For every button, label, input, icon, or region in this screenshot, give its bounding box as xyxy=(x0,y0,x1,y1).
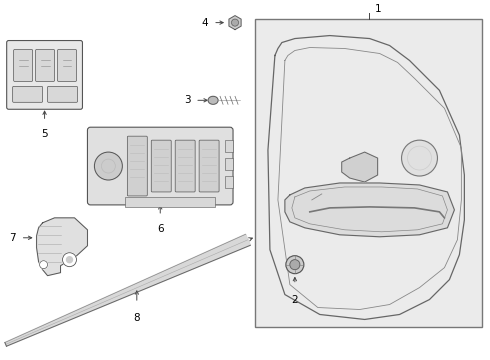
Ellipse shape xyxy=(208,96,218,104)
FancyBboxPatch shape xyxy=(7,41,82,109)
Polygon shape xyxy=(285,183,454,237)
Circle shape xyxy=(63,253,76,267)
FancyBboxPatch shape xyxy=(127,136,147,196)
Polygon shape xyxy=(229,15,241,30)
Text: 3: 3 xyxy=(184,95,191,105)
Circle shape xyxy=(286,256,304,274)
Polygon shape xyxy=(37,218,87,276)
Circle shape xyxy=(401,140,438,176)
FancyBboxPatch shape xyxy=(175,140,195,192)
FancyBboxPatch shape xyxy=(14,50,33,81)
Text: 2: 2 xyxy=(292,294,298,305)
Text: 4: 4 xyxy=(202,18,208,28)
Text: 5: 5 xyxy=(41,129,48,139)
Text: 8: 8 xyxy=(133,313,140,323)
Circle shape xyxy=(67,257,73,263)
Bar xyxy=(225,176,233,188)
Bar xyxy=(125,197,215,207)
FancyBboxPatch shape xyxy=(13,86,43,102)
Text: 1: 1 xyxy=(375,4,382,14)
Circle shape xyxy=(232,19,239,26)
Bar xyxy=(255,19,482,328)
Polygon shape xyxy=(342,152,378,182)
Circle shape xyxy=(95,152,122,180)
FancyBboxPatch shape xyxy=(36,50,54,81)
Text: 6: 6 xyxy=(157,224,164,234)
FancyBboxPatch shape xyxy=(57,50,76,81)
FancyBboxPatch shape xyxy=(199,140,219,192)
Bar xyxy=(225,140,233,152)
FancyBboxPatch shape xyxy=(87,127,233,205)
FancyBboxPatch shape xyxy=(48,86,77,102)
Circle shape xyxy=(290,260,300,270)
Polygon shape xyxy=(5,234,250,346)
Circle shape xyxy=(40,261,48,269)
Text: 7: 7 xyxy=(9,233,16,243)
Bar xyxy=(225,158,233,170)
FancyBboxPatch shape xyxy=(151,140,171,192)
